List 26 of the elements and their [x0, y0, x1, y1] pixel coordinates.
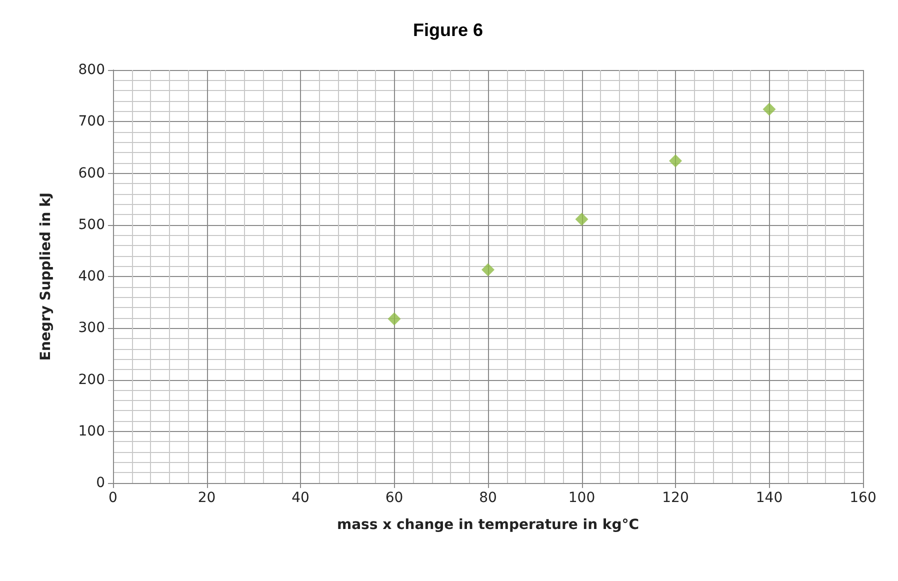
point: [482, 263, 494, 276]
y-tick-label: 400: [78, 268, 105, 284]
y-tick-label: 500: [78, 216, 105, 233]
x-tick-label: 120: [662, 490, 689, 506]
point: [388, 312, 401, 326]
y-axis-title: Enegry Supplied in kJ: [38, 192, 54, 361]
y-tick-label: 0: [96, 475, 105, 491]
y-tick-label: 300: [78, 320, 105, 336]
point: [669, 154, 682, 168]
x-tick-label: 160: [850, 490, 876, 506]
y-tick-label: 100: [78, 423, 105, 440]
x-tick-label: 60: [385, 490, 404, 506]
x-tick-label: 140: [756, 490, 783, 506]
point: [575, 212, 588, 226]
x-tick-label: 40: [292, 490, 310, 506]
x-tick-label: 100: [568, 490, 596, 506]
x-tick-label: 80: [479, 490, 497, 506]
x-tick-label: 0: [108, 490, 118, 506]
y-tick-label: 600: [78, 165, 105, 182]
y-tick-label: 200: [78, 372, 105, 388]
y-tick-label: 700: [78, 114, 105, 130]
point: [762, 102, 776, 116]
y-tick-label: 800: [78, 62, 105, 78]
x-axis-title: mass x change in temperature in kg°C: [336, 517, 640, 533]
x-tick-label: 20: [198, 490, 216, 506]
chart-title: Figure 6: [412, 20, 484, 40]
